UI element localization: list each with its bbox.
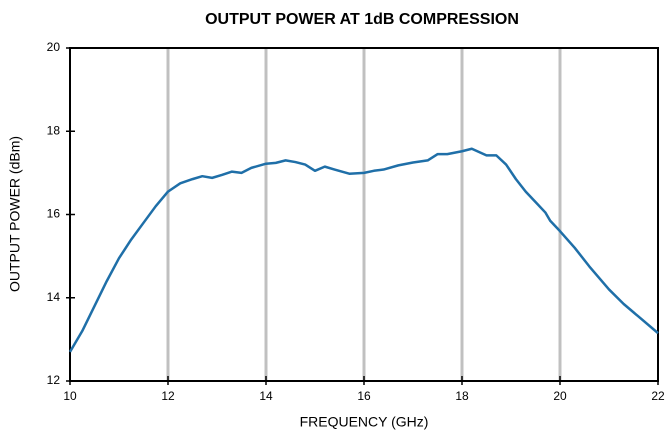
x-tick-label: 18 [455,389,469,403]
x-tick-label: 20 [553,389,567,403]
y-tick-label: 20 [47,40,61,54]
x-tick-label: 10 [63,389,77,403]
y-axis-label: OUTPUT POWER (dBm) [7,136,23,292]
y-tick-label: 14 [47,290,61,304]
x-tick-label: 14 [259,389,273,403]
x-tick-label: 22 [651,389,665,403]
x-tick-label: 12 [161,389,175,403]
series-line [68,147,659,353]
x-tick-label: 16 [357,389,371,403]
y-tick-label: 16 [47,207,61,221]
x-axis-label: FREQUENCY (GHz) [300,414,429,430]
y-tick-label: 12 [47,373,61,387]
chart-title: OUTPUT POWER AT 1dB COMPRESSION [205,11,519,28]
y-tick-label: 18 [47,123,61,137]
